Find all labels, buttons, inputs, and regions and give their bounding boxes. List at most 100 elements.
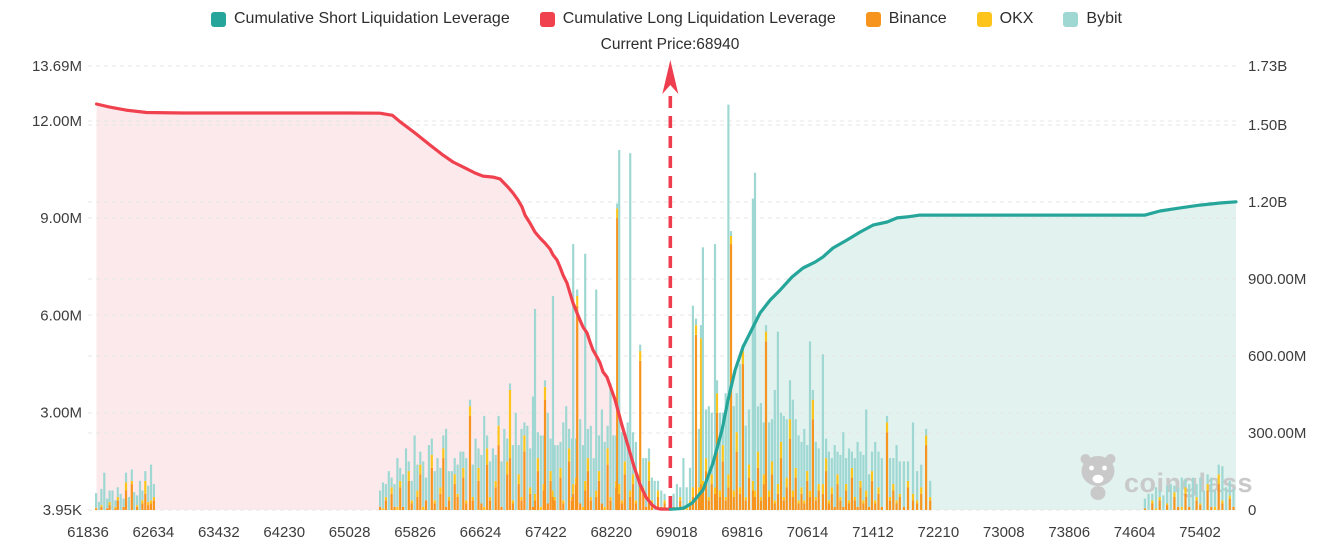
bar-okx [898,493,901,497]
bar-bybit [483,415,486,507]
bar-bybit [925,428,928,436]
bar-bybit [672,493,675,507]
legend-item-label: Cumulative Short Liquidation Leverage [233,10,510,27]
bar-bybit [650,477,653,501]
bar-binance [122,506,125,510]
bar-bybit [631,432,635,475]
bar-bybit [747,409,751,465]
bar-okx [1151,500,1154,504]
bar-binance [584,490,587,510]
bar-bybit [419,451,422,465]
bar-bybit [1177,487,1180,507]
bar-okx [694,325,698,335]
bar-binance [751,490,754,510]
bar-bybit [830,458,833,488]
legend-item-bybit[interactable]: Bybit [1063,10,1122,28]
bar-bybit [1173,485,1176,493]
bar-binance [741,364,744,510]
bar-bybit [568,428,571,449]
bar-binance [814,500,817,510]
bar-okx [494,480,497,488]
bar-binance [529,493,532,510]
bar-binance [776,493,779,510]
x-axis-label: 68220 [590,524,632,541]
bar-bybit [645,458,648,507]
bar-binance [663,503,666,510]
bar-bybit [874,441,877,501]
bar-binance [821,493,824,510]
bar-okx [718,490,721,497]
bar-binance [1177,506,1180,510]
legend-item-binance[interactable]: Binance [865,10,947,28]
legend-item-short-leverage[interactable]: Cumulative Short Liquidation Leverage [210,10,510,28]
bar-okx [732,490,735,497]
bar-okx [814,497,817,501]
bar-binance [147,505,150,510]
bar-okx [581,506,585,510]
bar-okx [1217,474,1220,484]
bar-okx [517,474,520,484]
bar-binance [929,500,932,510]
x-axis-label: 67422 [525,524,567,541]
bar-okx [384,497,387,501]
bar-bybit [814,441,817,497]
bar-bybit [127,497,130,510]
bar-okx [870,471,874,481]
bar-binance [546,503,549,510]
watermark-bull-eye-icon [1089,465,1094,471]
bar-okx [929,497,932,501]
bar-binance [1221,503,1224,510]
bar-okx [456,493,459,497]
bar-okx [762,474,765,484]
bar-binance [407,480,410,510]
bar-binance [393,506,396,510]
bar-bybit [704,409,708,459]
bar-okx [620,500,624,504]
bar-okx [576,295,579,306]
bar-bybit [114,500,117,507]
bar-binance [898,497,901,510]
bar-okx [639,351,642,361]
bar-bybit [474,438,477,510]
liquidation-bars[interactable] [95,104,1235,510]
bar-bybit [735,393,738,433]
bar-binance [827,503,830,510]
bar-okx [906,480,910,488]
legend-swatch-long-icon [539,11,555,27]
bar-binance [551,497,555,510]
x-axis-label: 72210 [918,524,960,541]
bar-okx [1213,506,1217,510]
bar-okx [800,487,803,494]
bar-binance [833,506,836,510]
bar-bybit [133,492,136,510]
bar-bybit [839,454,842,498]
bar-okx [713,487,717,494]
bar-bybit [603,441,606,507]
bar-bybit [427,445,430,510]
bar-bybit [138,480,142,510]
bar-binance [533,500,537,510]
bar-okx [399,480,402,488]
bar-bybit [847,448,851,501]
bar-bybit [808,341,812,491]
bar-binance [620,503,624,510]
bar-binance [839,500,842,510]
bar-okx [631,474,635,484]
bar-binance [656,497,660,510]
legend-item-okx[interactable]: OKX [976,10,1033,28]
bar-okx [892,484,895,491]
bar-bybit [773,390,776,501]
bar-bybit [616,203,619,209]
legend-item-long-leverage[interactable]: Cumulative Long Liquidation Leverage [539,10,836,28]
bar-binance [1143,508,1146,510]
bar-binance [477,480,480,510]
bar-binance [645,506,648,510]
bar-bybit [597,435,601,472]
bar-binance [738,493,742,510]
bar-okx [806,471,809,481]
bar-bybit [379,490,382,507]
bar-okx [439,487,442,494]
bar-okx [1228,495,1231,499]
short-cumulative-line [668,200,1238,511]
